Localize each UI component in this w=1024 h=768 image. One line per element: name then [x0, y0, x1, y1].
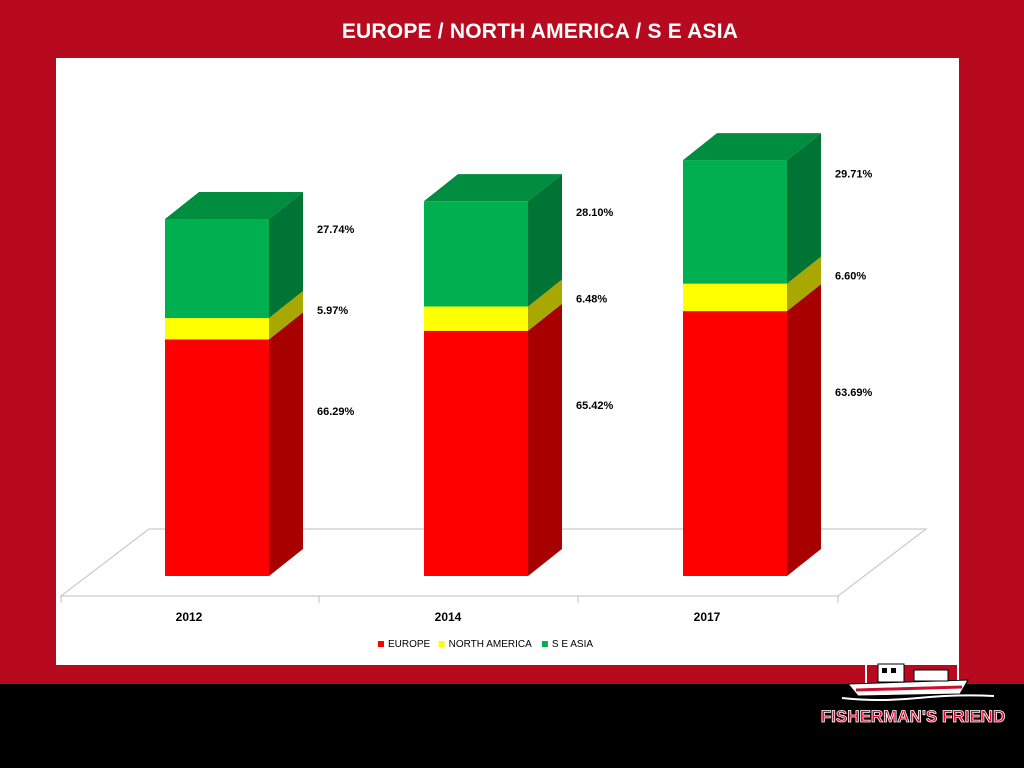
legend-label: S E ASIA	[552, 639, 593, 650]
bar-front-face	[165, 219, 269, 319]
bar-front-face	[424, 201, 528, 307]
stacked-bar-chart: 66.29% 5.97% 27.74% 65.42% 6.48% 28.10% 63.69%…	[59, 133, 928, 650]
bar-segment-europe-2012	[165, 312, 303, 576]
data-label: 6.60%	[835, 271, 866, 283]
logo-wordmark: FISHERMAN'S FRIEND	[821, 707, 1005, 726]
bar-top-face	[683, 133, 821, 161]
slide-title: EUROPE / NORTH AMERICA / S E ASIA	[341, 20, 739, 43]
x-tick-label: 2017	[694, 610, 721, 624]
bar-side-face	[269, 312, 303, 576]
bar-front-face	[165, 318, 269, 340]
bar-front-face	[683, 283, 787, 312]
bar-side-face	[787, 256, 821, 312]
bar-front-face	[424, 306, 528, 331]
bar-top-face	[424, 174, 562, 202]
data-label: 65.42%	[576, 400, 614, 412]
x-tick-label: 2012	[176, 610, 203, 624]
bar-side-face	[269, 291, 303, 340]
bar-segment-europe-2014	[424, 303, 562, 576]
bar-side-face	[528, 174, 562, 307]
bar-side-face	[528, 303, 562, 576]
legend-swatch	[541, 641, 548, 647]
bar-side-face	[528, 279, 562, 331]
bar-segment-s-e-asia-2014	[424, 174, 562, 307]
boat-logo-icon: FISHERMAN'S FRIEND	[820, 658, 1006, 726]
bar-segment-north-america-2012	[165, 291, 303, 340]
data-label: 29.71%	[835, 168, 873, 180]
bar-side-face	[269, 192, 303, 319]
bar-segment-s-e-asia-2012	[165, 192, 303, 319]
data-labels: 66.29% 5.97% 27.74% 65.42% 6.48% 28.10% 63.69%…	[317, 168, 873, 418]
bar-segment-s-e-asia-2017	[683, 133, 821, 284]
data-label: 66.29%	[317, 406, 355, 418]
fishermans-friend-logo: FISHERMAN'S FRIEND	[818, 650, 1008, 734]
data-label: 5.97%	[317, 305, 348, 317]
footer-band	[0, 684, 1024, 768]
data-label: 63.69%	[835, 387, 873, 399]
data-label: 6.48%	[576, 293, 607, 305]
bar-front-face	[424, 330, 528, 576]
bar-side-face	[787, 284, 821, 576]
bar-segment-europe-2017	[683, 284, 821, 576]
chart-panel: 66.29% 5.97% 27.74% 65.42% 6.48% 28.10% 63.69%…	[56, 58, 959, 665]
bar-side-face	[787, 133, 821, 284]
x-tick-label: 2014	[435, 610, 462, 624]
bar-segment-north-america-2017	[683, 256, 821, 312]
bar-front-face	[683, 311, 787, 576]
category-ticks: 2012 2014 2017	[176, 610, 721, 624]
bar-front-face	[165, 339, 269, 576]
bars	[165, 133, 821, 576]
legend: EUROPE NORTH AMERICA S E ASIA	[378, 639, 593, 650]
data-label: 27.74%	[317, 224, 355, 236]
legend-swatch	[378, 641, 384, 647]
legend-label: NORTH AMERICA	[449, 639, 532, 650]
bar-top-face	[165, 192, 303, 219]
data-label: 28.10%	[576, 207, 614, 219]
bar-segment-north-america-2014	[424, 279, 562, 331]
bar-front-face	[683, 160, 787, 284]
legend-label: EUROPE	[388, 639, 431, 650]
legend-swatch	[438, 641, 445, 647]
